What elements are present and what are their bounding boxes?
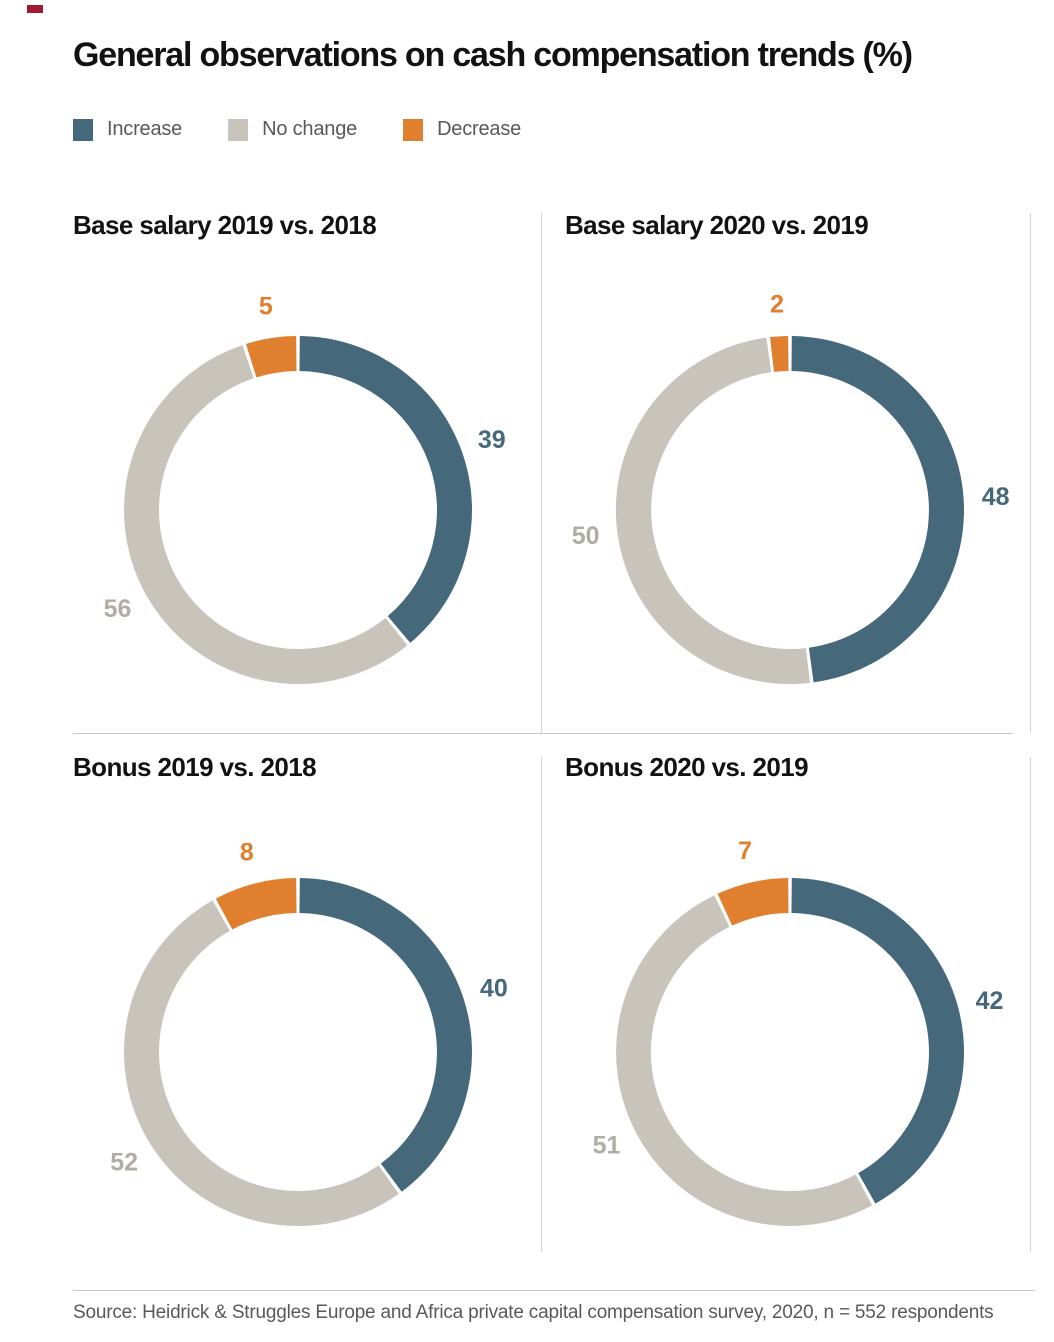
donut-segment-no-change [123,900,399,1227]
donut-segment-decrease [717,878,789,926]
chart-cell-bonus-2020: Bonus 2020 vs. 2019 42 51 7 [565,752,1025,1226]
donut-segment-increase [299,336,472,643]
donut-svg-0: 39 56 5 [104,293,506,685]
donut-svg-1: 48 50 2 [572,290,1010,685]
chart-cell-bonus-2019: Bonus 2019 vs. 2018 40 52 8 [73,752,533,1227]
donut-value-label-increase: 40 [480,974,508,1002]
donut-chart-bonus-2020: 42 51 7 [570,832,1010,1272]
donut-value-label-decrease: 8 [240,839,254,867]
donut-segment-increase [299,878,472,1192]
legend-item-increase: Increase [73,118,182,141]
row-divider [73,733,1013,734]
donut-segment-decrease [215,878,297,930]
right-divider-top [1030,213,1031,733]
donut-segment-no-change [616,895,873,1226]
legend-swatch-no-change [228,118,249,141]
column-divider-bottom [541,757,542,1252]
donut-svg-3: 42 51 7 [593,837,1004,1226]
donut-value-label-increase: 48 [982,483,1010,511]
right-divider-bottom [1030,757,1031,1252]
legend-label-no-change: No change [262,118,358,140]
chart-title-base-salary-2019: Base salary 2019 vs. 2018 [73,210,377,240]
donut-svg-2: 40 52 8 [110,839,508,1227]
chart-title-base-salary-2020: Base salary 2020 vs. 2019 [565,210,869,240]
donut-segment-decrease [245,336,297,378]
donut-value-label-no-change: 51 [593,1132,621,1160]
donut-chart-base-salary-2019: 39 56 5 [78,290,518,730]
donut-value-label-decrease: 5 [259,293,273,321]
donut-value-label-decrease: 2 [770,290,784,318]
donut-value-label-no-change: 52 [110,1148,138,1176]
donut-segment-no-change [615,337,810,685]
legend-item-no-change: No change [228,118,357,141]
donut-value-label-decrease: 7 [738,837,752,865]
chart-title-bonus-2020: Bonus 2020 vs. 2019 [565,752,809,782]
chart-cell-base-salary-2020: Base salary 2020 vs. 2019 48 50 2 [565,210,1025,685]
legend-label-increase: Increase [107,118,183,140]
chart-cell-base-salary-2019: Base salary 2019 vs. 2018 39 56 5 [73,210,533,685]
legend-label-decrease: Decrease [437,118,522,140]
chart-title-bonus-2019: Bonus 2019 vs. 2018 [73,752,317,782]
column-divider-top [541,213,542,733]
corner-logo-mark [27,5,43,13]
page-title: General observations on cash compensatio… [73,36,913,74]
donut-chart-base-salary-2020: 48 50 2 [570,290,1010,730]
legend: Increase No change Decrease [73,118,521,141]
donut-value-label-no-change: 56 [104,595,132,623]
donut-value-label-increase: 39 [478,426,506,454]
donut-chart-bonus-2019: 40 52 8 [78,832,518,1272]
footer-divider [73,1290,1035,1291]
donut-segment-decrease [770,336,789,372]
legend-swatch-decrease [403,118,424,141]
donut-segment-no-change [123,345,408,685]
donut-value-label-increase: 42 [976,987,1004,1015]
legend-swatch-increase [73,118,93,141]
source-note: Source: Heidrick & Struggles Europe and … [73,1302,994,1323]
donut-segment-increase [791,878,964,1204]
donut-segment-increase [791,336,964,683]
legend-item-decrease: Decrease [403,118,521,141]
donut-value-label-no-change: 50 [572,522,600,550]
